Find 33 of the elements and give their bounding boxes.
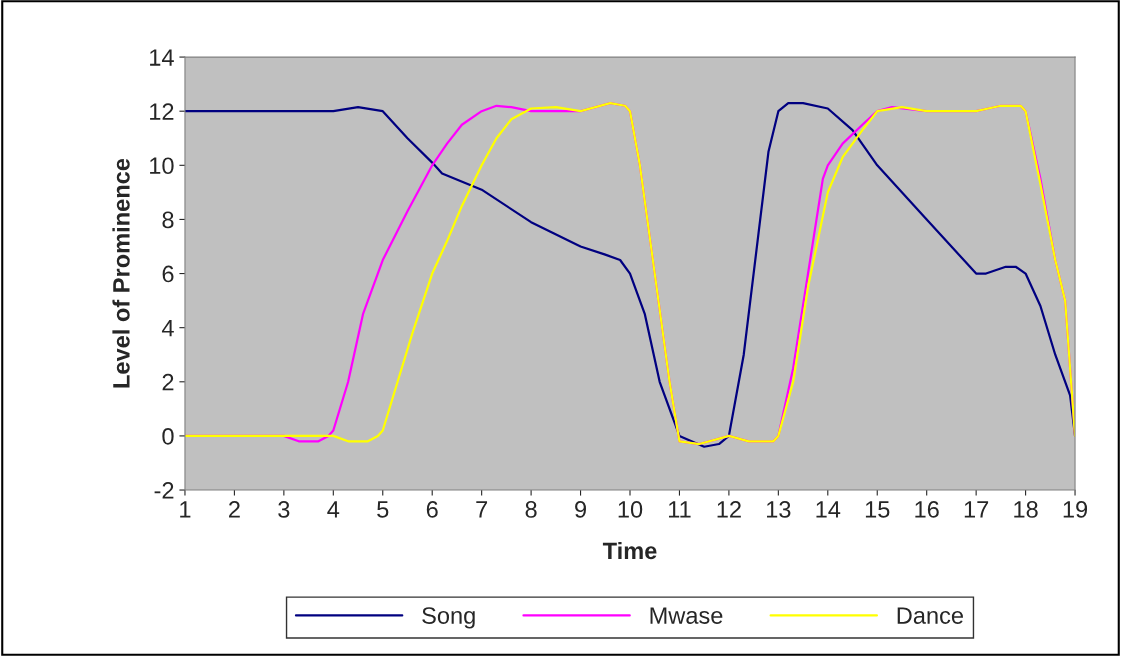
y-axis-title: Level of Prominence [112, 158, 130, 388]
y-tick-label: 10 [150, 157, 174, 175]
x-tick-label: 12 [717, 501, 741, 518]
x-tick-label: 19 [1063, 501, 1088, 518]
x-tick-label: 7 [476, 501, 488, 518]
x-tick-label: 11 [668, 501, 691, 518]
y-tick-label: 6 [162, 265, 174, 283]
y-tick-label: -2 [154, 482, 174, 499]
legend-label: Mwase [650, 607, 723, 624]
x-tick-label: 9 [575, 501, 586, 518]
x-axis-title: Time [602, 541, 657, 560]
x-tick-label: 1 [180, 501, 191, 518]
x-tick-label: 2 [229, 501, 240, 518]
legend-label: Dance [897, 607, 963, 624]
x-tick-label: 10 [618, 501, 643, 518]
x-tick-label: 15 [865, 501, 890, 518]
x-tick-label: 13 [767, 501, 791, 518]
y-tick-label: 8 [162, 211, 174, 229]
y-tick-label: 12 [150, 103, 174, 120]
x-tick-label: 14 [816, 501, 841, 518]
x-tick-label: 5 [377, 501, 389, 518]
x-tick-label: 18 [1014, 501, 1038, 518]
x-tick-label: 16 [915, 501, 939, 518]
x-tick-label: 6 [426, 501, 438, 518]
legend-label: Song [422, 607, 475, 629]
y-tick-label: 2 [162, 373, 174, 391]
x-tick-label: 3 [278, 501, 290, 518]
x-tick-label: 4 [327, 501, 340, 518]
x-tick-label: 8 [525, 501, 537, 518]
y-tick-label: 4 [161, 319, 174, 337]
x-tick-label: 17 [964, 501, 989, 518]
y-tick-label: 0 [162, 427, 174, 445]
y-tick-label: 14 [150, 49, 174, 66]
